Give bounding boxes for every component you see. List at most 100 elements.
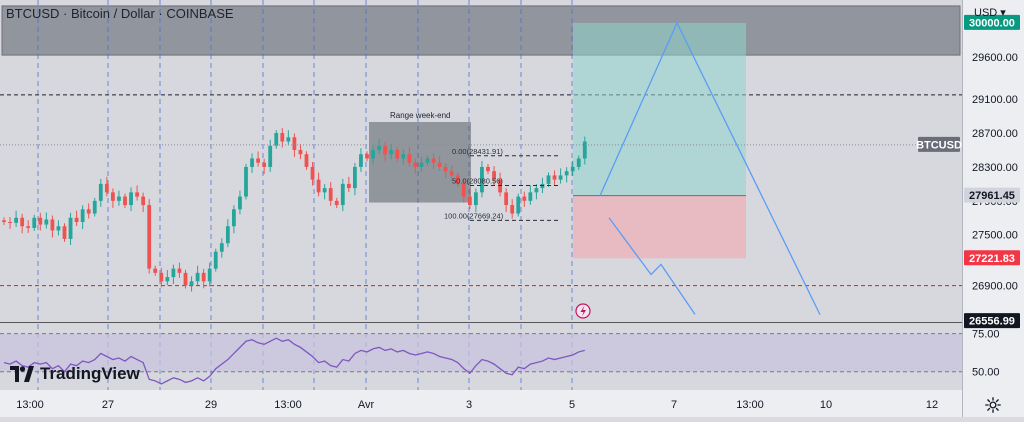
candle-body[interactable] [98, 183, 103, 201]
candle-body[interactable] [26, 226, 31, 228]
candle-body[interactable] [474, 192, 478, 206]
time-tick-label[interactable]: 13:00 [16, 399, 44, 411]
price-tick-label[interactable]: 28700.00 [972, 128, 1018, 140]
time-tick-label[interactable]: Avr [358, 399, 375, 411]
lightning-icon[interactable] [575, 303, 591, 319]
candle-body[interactable] [413, 162, 418, 167]
candle-body[interactable] [80, 209, 85, 223]
candle-body[interactable] [165, 277, 170, 282]
candle-body[interactable] [310, 166, 315, 180]
candle-body[interactable] [129, 192, 133, 206]
candle-body[interactable] [443, 166, 448, 172]
projection-alt-path[interactable] [608, 217, 696, 315]
candle-body[interactable] [576, 158, 581, 167]
candle-body[interactable] [117, 196, 121, 201]
candle-body[interactable] [74, 217, 79, 223]
candle-body[interactable] [304, 154, 309, 167]
candle-body[interactable] [486, 166, 490, 172]
candle-body[interactable] [195, 272, 200, 282]
candle-body[interactable] [141, 196, 146, 206]
time-tick-label[interactable]: 5 [569, 399, 575, 411]
time-axis-labels[interactable]: 13:00 27 29 13:00 Avr 3 5 7 13:00 10 12 [16, 399, 938, 411]
candle-body[interactable] [461, 183, 466, 197]
fibonacci-tool[interactable]: 0.00(28431.91) 50.0(28080.56) 100.00(276… [444, 147, 560, 221]
candle-body[interactable] [359, 154, 363, 167]
candle-body[interactable] [534, 188, 539, 193]
candle-body[interactable] [244, 166, 248, 197]
price-tick-label[interactable]: 28300.00 [972, 162, 1018, 174]
rsi-tick-label[interactable]: 50.00 [972, 367, 1000, 379]
candle-body[interactable] [286, 137, 291, 142]
candle-body[interactable] [346, 183, 351, 189]
projection-path[interactable] [599, 21, 821, 315]
candle-body[interactable] [183, 272, 188, 286]
candle-body[interactable] [522, 196, 527, 201]
candle-body[interactable] [201, 272, 206, 282]
candle-body[interactable] [232, 209, 236, 227]
supply-zone[interactable] [1, 5, 961, 56]
candle-body[interactable] [38, 217, 43, 225]
weekend-range-box[interactable] [369, 122, 471, 203]
candle-body[interactable] [50, 219, 55, 231]
rsi-tick-label[interactable]: 75.00 [972, 329, 1000, 341]
candle-body[interactable] [437, 162, 442, 167]
candle-body[interactable] [328, 188, 333, 201]
symbol-title[interactable]: BTCUSD · Bitcoin / Dollar · COINBASE [6, 6, 234, 21]
candle-body[interactable] [383, 145, 388, 155]
candle-body[interactable] [189, 281, 194, 286]
candle-body[interactable] [256, 158, 260, 163]
candle-body[interactable] [104, 183, 109, 193]
candle-body[interactable] [92, 200, 97, 214]
candle-body[interactable] [135, 192, 139, 197]
candle-body[interactable] [14, 217, 18, 223]
candle-body[interactable] [407, 154, 412, 163]
candle-body[interactable] [123, 196, 127, 206]
candle-body[interactable] [86, 209, 91, 214]
candle-body[interactable] [268, 145, 273, 167]
candle-body[interactable] [431, 158, 436, 163]
candle-body[interactable] [558, 175, 563, 180]
candle-body[interactable] [274, 133, 279, 146]
time-tick-label[interactable]: 13:00 [736, 399, 764, 411]
candle-body[interactable] [316, 179, 321, 193]
candle-body[interactable] [322, 188, 327, 193]
candle-body[interactable] [492, 171, 496, 180]
candle-body[interactable] [582, 141, 587, 159]
candle-body[interactable] [68, 217, 73, 239]
time-tick-label[interactable]: 29 [205, 399, 217, 411]
candle-body[interactable] [262, 162, 267, 167]
candle-body[interactable] [504, 192, 509, 206]
candle-body[interactable] [401, 154, 406, 159]
time-tick-label[interactable]: 10 [820, 399, 832, 411]
position-stop-zone[interactable] [573, 195, 746, 259]
candle-body[interactable] [480, 166, 484, 193]
candle-body[interactable] [371, 149, 375, 159]
candle-body[interactable] [62, 226, 67, 239]
time-tick-label[interactable]: 13:00 [274, 399, 302, 411]
candle-body[interactable] [238, 196, 242, 210]
candle-body[interactable] [153, 268, 158, 273]
price-tick-label[interactable]: 26900.00 [972, 281, 1018, 293]
candle-body[interactable] [564, 171, 569, 176]
price-tick-label[interactable]: 27500.00 [972, 230, 1018, 242]
candle-body[interactable] [2, 220, 6, 223]
candle-body[interactable] [111, 192, 115, 201]
candle-body[interactable] [516, 196, 521, 214]
candle-body[interactable] [20, 217, 25, 227]
candle-body[interactable] [449, 171, 454, 176]
time-tick-label[interactable]: 12 [926, 399, 938, 411]
candle-body[interactable] [171, 268, 176, 278]
candle-body[interactable] [207, 268, 212, 282]
candle-body[interactable] [425, 158, 430, 163]
price-tick-label[interactable]: 29600.00 [972, 52, 1018, 64]
tradingview-logo[interactable]: TradingView [10, 364, 140, 384]
candle-body[interactable] [298, 149, 303, 155]
candle-body[interactable] [334, 200, 339, 206]
time-tick-label[interactable]: 3 [466, 399, 472, 411]
candle-body[interactable] [546, 175, 551, 184]
candle-body[interactable] [8, 222, 12, 224]
candle-body[interactable] [353, 166, 357, 189]
candle-body[interactable] [44, 219, 49, 225]
candle-body[interactable] [292, 137, 297, 150]
